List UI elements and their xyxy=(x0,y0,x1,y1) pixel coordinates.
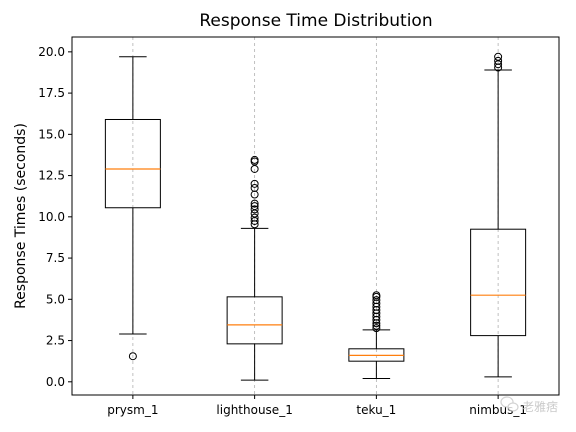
outlier-point xyxy=(372,296,381,305)
box-group-nimbus-1 xyxy=(470,52,527,378)
box-group-teku-1 xyxy=(348,291,405,380)
chart-title: Response Time Distribution xyxy=(199,11,432,31)
watermark-text: 老雅痞 xyxy=(522,399,558,414)
outlier-point xyxy=(250,199,259,208)
outlier-point xyxy=(250,179,259,188)
watermark: 老雅痞 xyxy=(500,396,558,414)
y-tick-label: 12.5 xyxy=(38,169,65,183)
outlier-point xyxy=(372,321,381,330)
box-group-lighthouse-1 xyxy=(226,155,283,381)
grid-layer xyxy=(132,37,499,395)
x-tick-label: prysm_1 xyxy=(107,403,158,417)
outlier-point xyxy=(494,52,503,61)
outlier-point xyxy=(372,291,381,300)
box xyxy=(104,118,161,209)
x-axis: prysm_1 lighthouse_1 teku_1 nimbus_1 xyxy=(107,395,527,417)
y-axis-label: Response Times (seconds) xyxy=(13,123,29,309)
x-tick-label: nimbus_1 xyxy=(469,403,527,417)
y-tick-label: 17.5 xyxy=(38,86,65,100)
wechat-icon xyxy=(500,396,519,412)
x-tick-label: lighthouse_1 xyxy=(216,403,292,417)
y-tick-label: 0.0 xyxy=(46,375,65,389)
y-tick-label: 20.0 xyxy=(38,45,65,59)
box-group-prysm-1 xyxy=(104,56,161,361)
outlier-point xyxy=(250,155,259,164)
outlier-point xyxy=(250,205,259,214)
outlier-point xyxy=(250,183,259,192)
outlier-point xyxy=(372,324,381,333)
outlier-point xyxy=(250,213,259,222)
plot-layer xyxy=(104,52,527,381)
y-tick-label: 2.5 xyxy=(46,334,65,348)
y-tick-label: 10.0 xyxy=(38,210,65,224)
plot-frame xyxy=(71,36,560,396)
y-tick-label: 15.0 xyxy=(38,127,65,141)
box xyxy=(470,228,527,337)
y-tick-label: 5.0 xyxy=(46,292,65,306)
x-tick-label: teku_1 xyxy=(356,403,396,417)
box xyxy=(226,296,283,345)
y-axis: 0.0 2.5 5.0 7.5 10.0 12.5 15.0 17.5 20.0 xyxy=(38,45,72,389)
outlier-point xyxy=(494,56,503,65)
outlier-point xyxy=(250,202,259,211)
outlier-point xyxy=(128,352,137,361)
y-tick-label: 7.5 xyxy=(46,251,65,265)
